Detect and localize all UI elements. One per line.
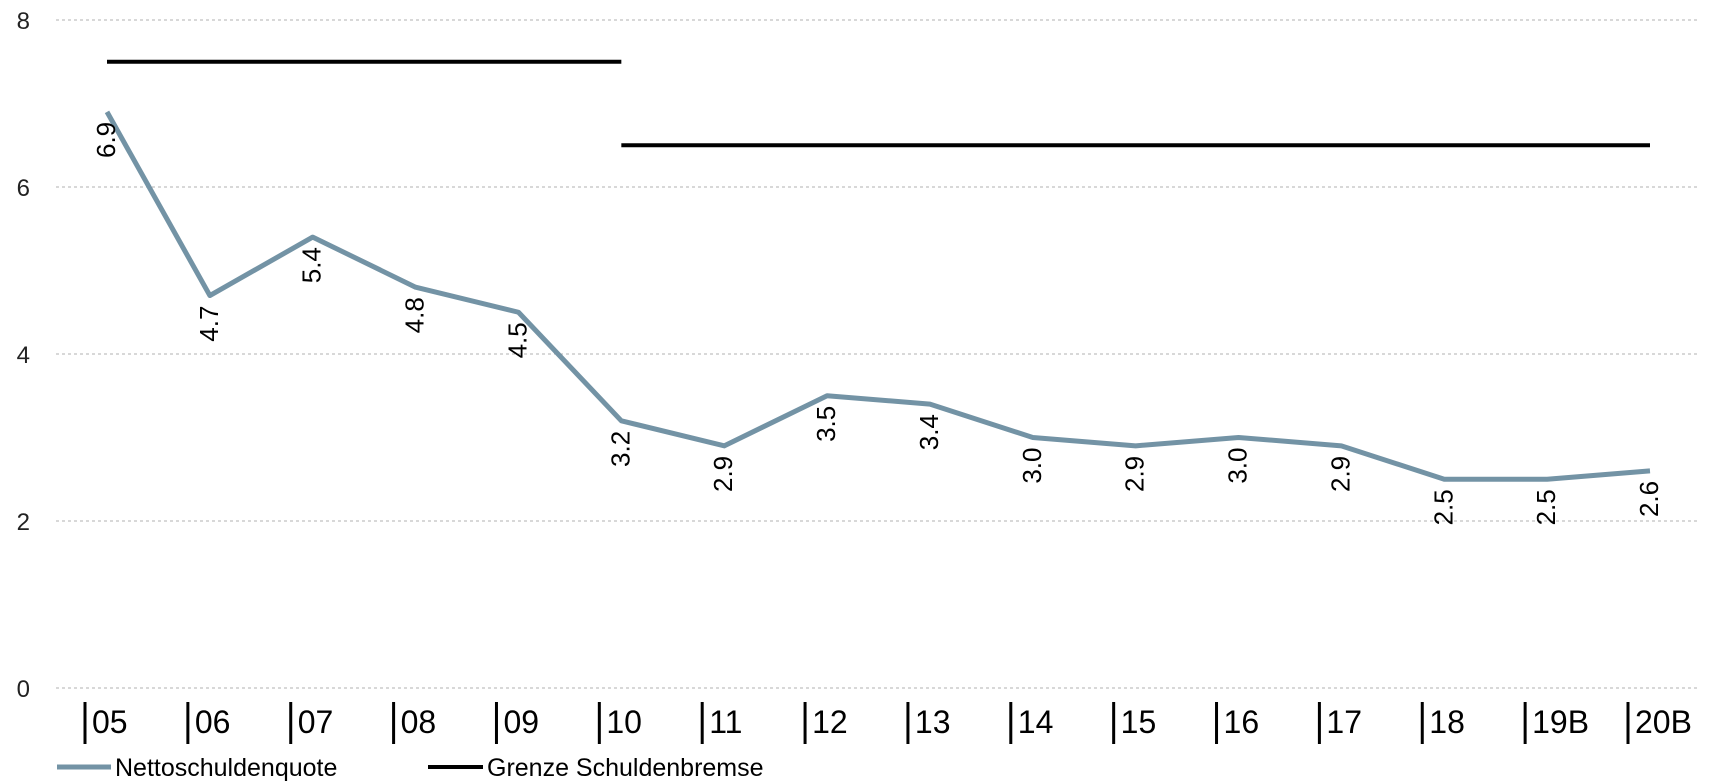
x-tick-label-13: 13 (915, 704, 951, 740)
x-tick-label-17: 17 (1326, 704, 1362, 740)
x-tick-label-08: 08 (401, 704, 437, 740)
x-tick-label-16: 16 (1224, 704, 1260, 740)
x-tick-label-14: 14 (1018, 704, 1054, 740)
x-axis: 05 06 07 08 09 10 11 12 13 14 15 16 17 18 19B 20B (83, 702, 1692, 744)
legend: Nettoschuldenquote Grenze Schuldenbremse (57, 754, 764, 781)
x-tick-label-11: 11 (709, 704, 742, 740)
y-tick-label: 8 (17, 8, 30, 35)
series-line-nettoschuldenquote (104, 110, 1651, 482)
data-label: 3.4 (914, 414, 944, 450)
data-label: 3.5 (811, 406, 841, 442)
y-tick-label: 2 (17, 509, 30, 536)
x-tick-label-05: 05 (92, 704, 128, 740)
y-tick-label: 6 (17, 175, 30, 202)
x-tick-label-06: 06 (195, 704, 231, 740)
x-tick-label-07: 07 (298, 704, 334, 740)
y-tick-label: 0 (17, 676, 30, 703)
data-label: 2.5 (1531, 489, 1561, 525)
data-label: 2.5 (1428, 489, 1458, 525)
x-tick-label-10: 10 (606, 704, 642, 740)
data-label: 2.9 (708, 456, 738, 492)
data-label: 3.0 (1223, 448, 1253, 484)
x-tick-label-20b: 20B (1635, 704, 1692, 740)
plot-area (104, 59, 1651, 482)
y-tick-label: 4 (17, 342, 30, 369)
data-label: 2.9 (1120, 456, 1150, 492)
x-tick-label-09: 09 (503, 704, 539, 740)
legend-label-grenze: Grenze Schuldenbremse (487, 754, 764, 781)
data-label: 6.9 (91, 122, 121, 158)
data-label: 5.4 (297, 247, 327, 283)
x-tick-label-15: 15 (1121, 704, 1157, 740)
data-label: 3.0 (1017, 448, 1047, 484)
data-label: 4.5 (502, 322, 532, 358)
data-label: 3.2 (605, 431, 635, 467)
data-label: 4.7 (194, 306, 224, 342)
x-tick-label-19b: 19B (1532, 704, 1589, 740)
data-label: 2.9 (1325, 456, 1355, 492)
x-tick-label-18: 18 (1429, 704, 1465, 740)
gridlines (56, 19, 1700, 689)
data-label: 2.6 (1634, 481, 1664, 517)
y-axis: 0 2 4 6 8 (17, 8, 30, 703)
data-labels: 6.9 4.7 5.4 4.8 4.5 3.2 2.9 3.5 3.4 3.0 2.9 3.0 2.9 2… (91, 122, 1664, 526)
x-tick-label-12: 12 (812, 704, 848, 740)
data-label: 4.8 (400, 297, 430, 333)
legend-label-nettoschuldenquote: Nettoschuldenquote (115, 754, 337, 781)
